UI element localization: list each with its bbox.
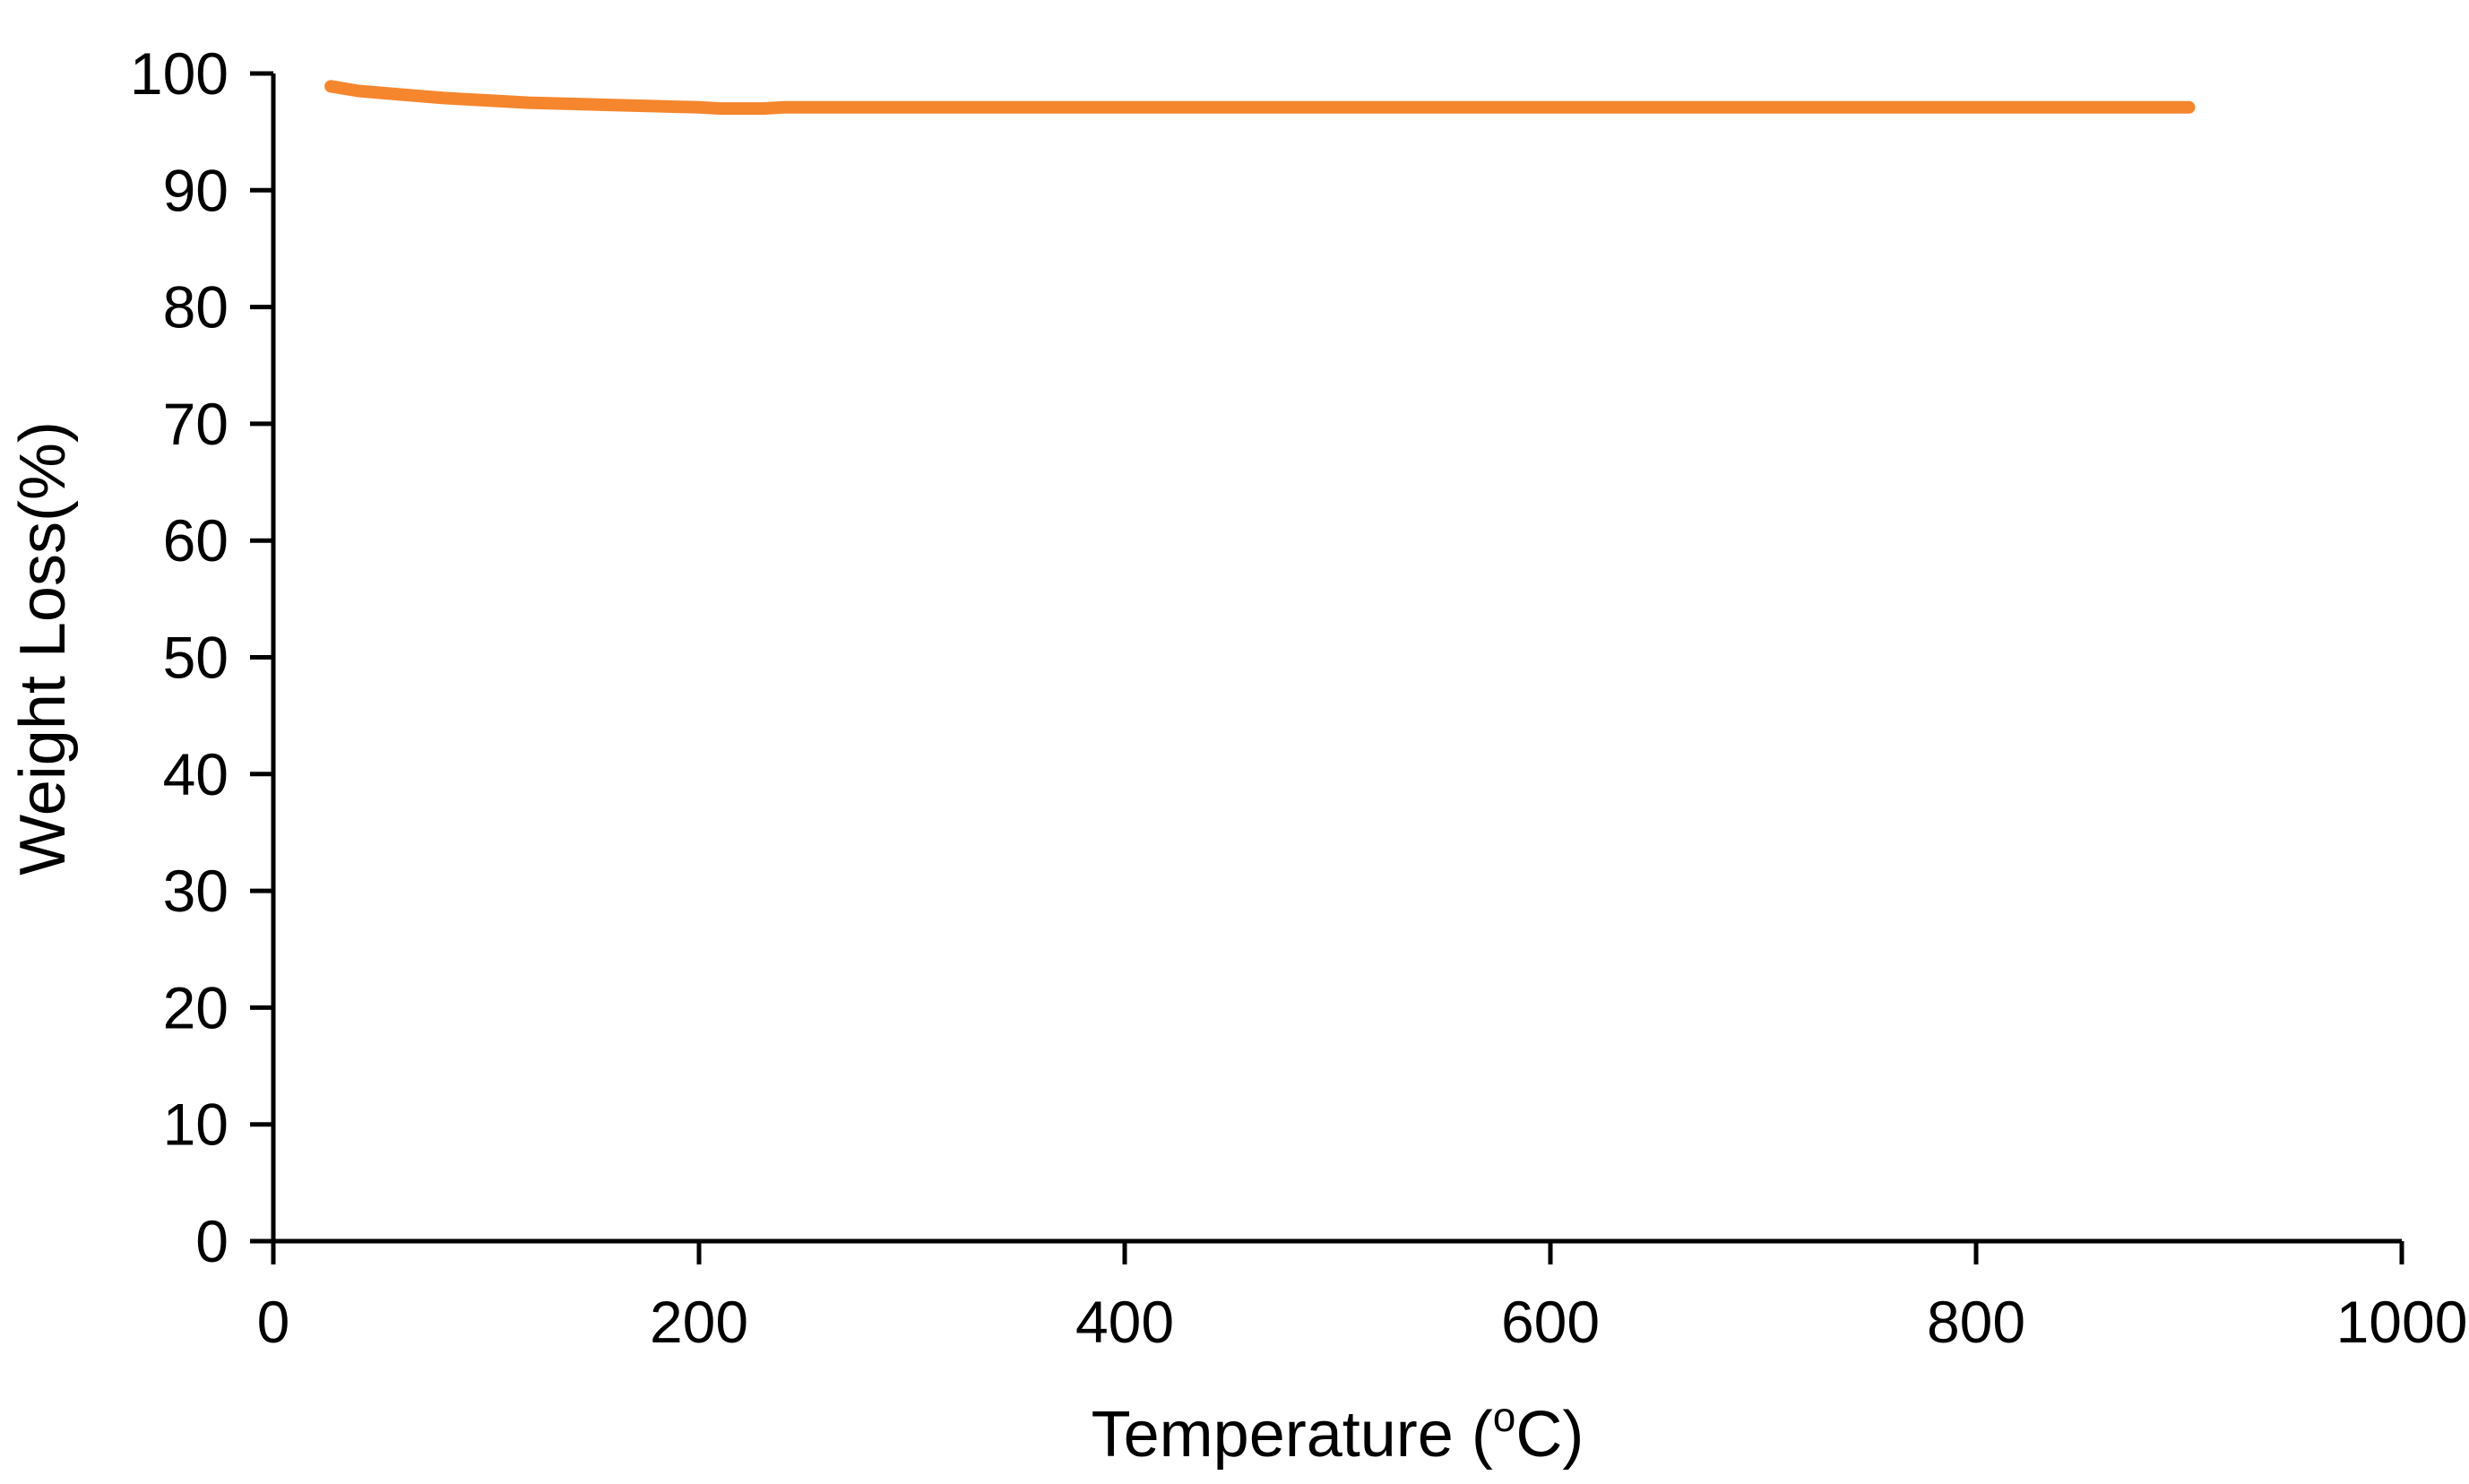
x-axis-title-main: Temperature ( [1092,1399,1493,1471]
y-tick-label: 50 [163,625,229,691]
x-tick-label: 400 [1075,1289,1174,1355]
x-tick-label: 0 [257,1289,290,1355]
x-axis-title-end: C) [1515,1399,1584,1471]
y-tick-label: 0 [195,1208,229,1274]
x-tick-label: 1000 [2336,1289,2468,1355]
y-tick-label: 20 [163,974,229,1040]
series-line [324,80,2196,116]
x-axis-ticks: 0 200 400 600 800 1000 [257,1241,2468,1355]
x-axis-title-superscript: o [1493,1393,1516,1440]
y-axis-title: Weight Loss(%) [7,421,79,876]
x-tick-label: 800 [1927,1289,2025,1355]
x-tick-label: 600 [1501,1289,1600,1355]
y-tick-label: 10 [163,1091,229,1158]
axes: 0 200 400 600 800 1000 0 10 20 30 40 50 60 70 80 90 100 [130,40,2468,1355]
y-tick-label: 30 [163,858,229,924]
y-tick-label: 40 [163,741,229,807]
y-tick-label: 80 [163,274,229,341]
y-tick-label: 70 [163,391,229,457]
x-tick-label: 200 [650,1289,748,1355]
y-tick-label: 90 [163,157,229,223]
plot-area [324,80,2196,116]
y-tick-label: 100 [130,40,229,107]
y-axis-ticks: 0 10 20 30 40 50 60 70 80 90 100 [130,40,273,1274]
x-axis-title: Temperature (oC) [1092,1393,1584,1471]
y-tick-label: 60 [163,507,229,574]
